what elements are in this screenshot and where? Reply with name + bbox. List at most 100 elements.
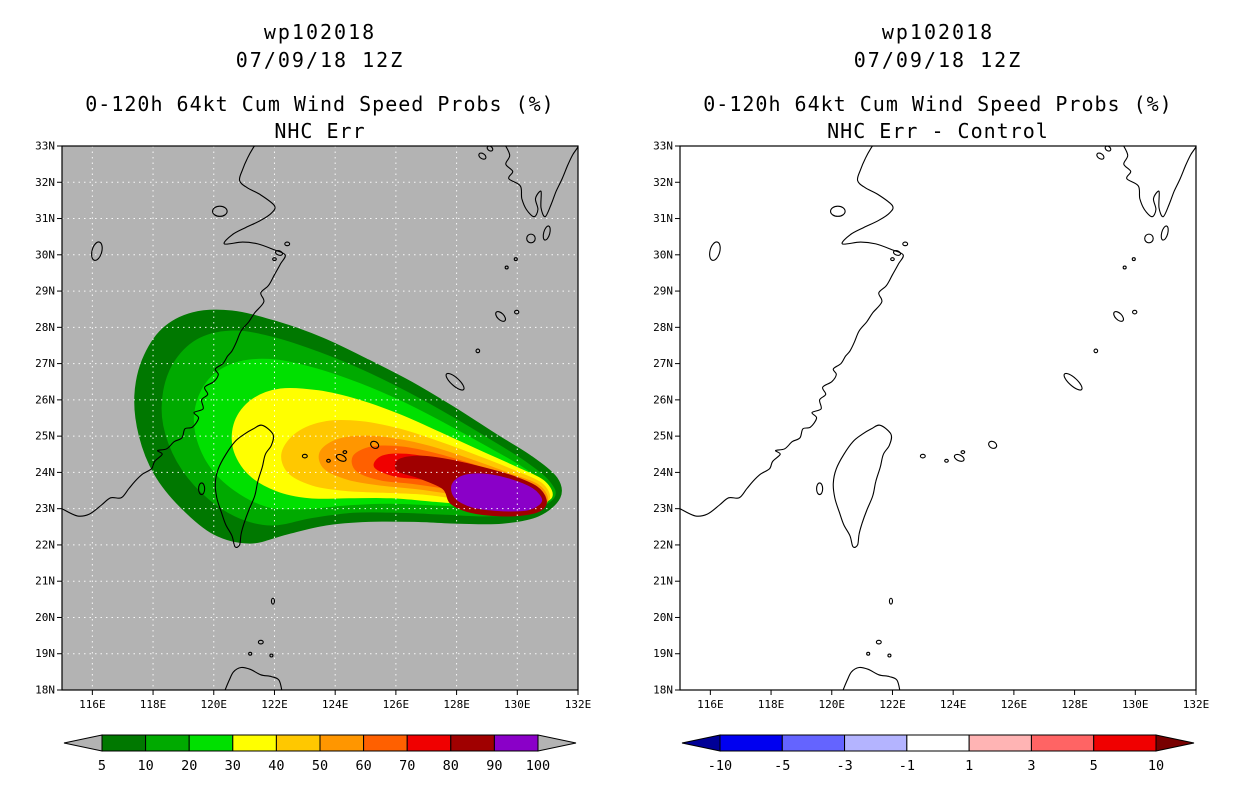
- lat-tick-label: 18N: [653, 684, 673, 697]
- colorbar-label: 80: [443, 758, 459, 774]
- lat-tick-label: 30N: [35, 248, 55, 261]
- storm-id: wp102018: [263, 20, 377, 44]
- island-outline: [504, 265, 509, 270]
- colorbar-overflow-arrow: [537, 734, 577, 752]
- coastline: [62, 146, 286, 517]
- island-outline: [830, 205, 846, 217]
- lon-tick-label: 128E: [443, 698, 470, 711]
- island-outline: [198, 482, 206, 496]
- colorbar-label: 30: [225, 758, 241, 774]
- colorbar-label: 40: [268, 758, 284, 774]
- map-frame: [61, 145, 579, 691]
- map-frame: [679, 145, 1197, 691]
- lon-tick-label: 132E: [1183, 698, 1210, 711]
- island-outline: [478, 152, 487, 160]
- colorbar-label: -3: [836, 758, 852, 774]
- lat-tick-label: 25N: [35, 430, 55, 443]
- difference-colorbar: -10 -5 -3 -1 1 3 5 10: [681, 734, 1195, 774]
- colorbar-segment: [1093, 734, 1157, 752]
- taiwan-outline: [214, 424, 275, 548]
- colorbar-label: 10: [137, 758, 153, 774]
- island-outline: [887, 653, 892, 658]
- colorbar-segment: [188, 734, 234, 752]
- colorbar-label: 100: [526, 758, 550, 774]
- island-outline: [326, 458, 331, 463]
- lat-tick-label: 29N: [653, 285, 673, 298]
- colorbar-labels: 5 10 20 30 40 50 60 70 80 90 100: [98, 758, 550, 774]
- island-outline: [902, 241, 909, 247]
- colorbar-segment: [719, 734, 783, 752]
- colorbar-label: 60: [355, 758, 371, 774]
- lat-tick-label: 22N: [35, 538, 55, 551]
- island-outline: [212, 205, 228, 217]
- island-outline: [248, 651, 253, 656]
- coastline: [505, 146, 578, 218]
- colorbar-label: 5: [1090, 758, 1098, 774]
- island-outline: [1063, 372, 1083, 391]
- lon-tick-label: 130E: [1122, 698, 1149, 711]
- lat-tick-label: 29N: [35, 285, 55, 298]
- island-outline: [335, 453, 347, 462]
- lon-tick-label: 122E: [261, 698, 288, 711]
- island-outline: [514, 309, 520, 315]
- colorbar-segment: [450, 734, 495, 752]
- contour-level-90: [451, 473, 543, 512]
- lat-tick-label: 21N: [653, 575, 673, 588]
- colorbar-segment: [363, 734, 408, 752]
- lat-tick-label: 30N: [653, 248, 673, 261]
- lat-tick-label: 33N: [35, 140, 55, 153]
- island-outline: [475, 348, 481, 354]
- storm-id: wp102018: [881, 20, 995, 44]
- island-outline: [988, 440, 998, 449]
- lat-tick-label: 28N: [35, 321, 55, 334]
- lat-tick-label: 24N: [35, 466, 55, 479]
- colorbar-segment: [275, 734, 321, 752]
- colorbar-label: 20: [181, 758, 197, 774]
- colorbar-underflow-arrow: [681, 734, 721, 752]
- island-outline: [1093, 348, 1099, 354]
- colorbar-segment: [844, 734, 908, 752]
- island-outline: [875, 639, 882, 645]
- colorbar-segment: [101, 734, 147, 752]
- coastline: [1123, 146, 1196, 218]
- probability-map: 33N 32N 31N 30N 29N 28N 27N 26N 25N 24N 23N 22N 21N 2…: [35, 140, 591, 712]
- panel-title: 0-120h 64kt Cum Wind Speed Probs (%): [703, 92, 1173, 116]
- colorbar-segment: [968, 734, 1032, 752]
- lon-tick-label: 122E: [879, 698, 906, 711]
- island-outline: [542, 225, 551, 241]
- colorbar-segment: [406, 734, 452, 752]
- lat-tick-label: 20N: [653, 611, 673, 624]
- colorbar-label: 70: [399, 758, 415, 774]
- lat-tick-label: 27N: [653, 357, 673, 370]
- colorbar-segment: [906, 734, 970, 752]
- lat-tick-label: 31N: [653, 212, 673, 225]
- axis-ticks-labels: 33N 32N 31N 30N 29N 28N 27N 26N 25N 24N 23N 22N 21N 2…: [35, 140, 591, 712]
- colorbar-segment: [493, 734, 539, 752]
- island-outline: [495, 311, 507, 322]
- colorbar-segment: [319, 734, 365, 752]
- colorbar-label: 90: [486, 758, 502, 774]
- island-outline: [486, 146, 494, 152]
- panel-title: 0-120h 64kt Cum Wind Speed Probs (%): [85, 92, 555, 116]
- island-outline: [890, 257, 895, 262]
- map-background: [680, 146, 1196, 690]
- island-outline: [270, 597, 276, 605]
- island-outline: [91, 241, 103, 261]
- lon-tick-label: 124E: [940, 698, 967, 711]
- island-outline: [272, 257, 277, 262]
- colorbar-labels: -10 -5 -3 -1 1 3 5 10: [708, 758, 1164, 774]
- panel-subtitle: NHC Err: [274, 119, 366, 143]
- axis-ticks-labels: 33N 32N 31N 30N 29N 28N 27N 26N 25N 24N 23N 22N 21N 2…: [653, 140, 1209, 712]
- island-outline: [892, 250, 902, 256]
- lon-tick-label: 120E: [201, 698, 228, 711]
- colorbar: [681, 734, 1195, 752]
- island-outline: [274, 250, 284, 256]
- island-outline: [257, 639, 264, 645]
- lon-tick-label: 126E: [1001, 698, 1028, 711]
- panel-nhc-err-minus-control: wp102018 07/09/18 12Z 0-120h 64kt Cum Wi…: [618, 0, 1236, 800]
- island-outline: [513, 257, 518, 262]
- island-outline: [342, 450, 348, 455]
- lat-tick-label: 23N: [653, 502, 673, 515]
- colorbar-label: 3: [1027, 758, 1035, 774]
